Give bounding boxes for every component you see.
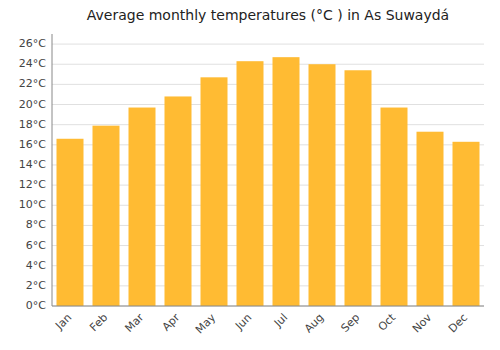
y-tick-label: 4°C xyxy=(26,259,46,272)
bar xyxy=(57,139,84,306)
x-ticks: Jan Feb Mar Apr May Jun Jul Aug Sep Oct Nov Dec xyxy=(52,311,470,337)
y-tick-label: 0°C xyxy=(26,299,46,312)
bar xyxy=(309,64,336,306)
y-ticks: 0°C 2°C 4°C 6°C 8°C 10°C 12°C 14°C 16°C 18°C 20°C 2… xyxy=(19,37,46,312)
y-tick-label: 24°C xyxy=(19,57,46,70)
x-tick-label: Jan xyxy=(52,311,74,333)
x-tick-label: Jun xyxy=(232,311,254,333)
grid-line xyxy=(52,64,484,65)
x-tick-label: Aug xyxy=(302,311,326,335)
x-tick-label: Oct xyxy=(376,311,399,334)
x-tick-label: Apr xyxy=(160,311,183,334)
y-tick-label: 8°C xyxy=(26,218,46,231)
grid-line xyxy=(52,44,484,45)
grid-line xyxy=(52,104,484,105)
x-tick-label: Nov xyxy=(410,311,435,336)
x-tick-label: Jul xyxy=(271,311,290,330)
bar xyxy=(381,108,408,306)
chart: 0°C 2°C 4°C 6°C 8°C 10°C 12°C 14°C 16°C 18°C 20°C 2… xyxy=(0,0,500,350)
y-tick-label: 6°C xyxy=(26,239,46,252)
bar xyxy=(273,57,300,306)
bar xyxy=(129,108,156,306)
x-tick-label: May xyxy=(193,311,219,337)
y-tick-label: 20°C xyxy=(19,98,46,111)
x-tick-label: Sep xyxy=(338,311,362,335)
y-tick-label: 26°C xyxy=(19,37,46,50)
bar xyxy=(165,96,192,306)
y-tick-label: 2°C xyxy=(26,279,46,292)
y-tick-label: 16°C xyxy=(19,138,46,151)
x-axis-line xyxy=(52,306,484,307)
grid-line xyxy=(52,84,484,85)
bar xyxy=(345,70,372,306)
y-tick-label: 22°C xyxy=(19,77,46,90)
y-tick-label: 12°C xyxy=(19,178,46,191)
grid-line xyxy=(52,306,484,307)
bar xyxy=(417,132,444,306)
x-tick-label: Dec xyxy=(446,311,470,335)
grid-line xyxy=(52,124,484,125)
y-axis-line xyxy=(52,34,53,306)
bar xyxy=(237,61,264,306)
bar xyxy=(453,142,480,306)
y-tick-label: 18°C xyxy=(19,118,46,131)
bar xyxy=(93,126,120,306)
bars xyxy=(57,57,480,306)
grid xyxy=(52,44,484,306)
y-tick-label: 10°C xyxy=(19,198,46,211)
x-tick-label: Mar xyxy=(122,311,146,335)
bar xyxy=(201,77,228,306)
y-tick-label: 14°C xyxy=(19,158,46,171)
chart-container: 0°C 2°C 4°C 6°C 8°C 10°C 12°C 14°C 16°C 18°C 20°C 2… xyxy=(0,0,500,350)
title: Average monthly temperatures (°C ) in As… xyxy=(87,7,449,23)
x-tick-label: Feb xyxy=(87,311,110,334)
